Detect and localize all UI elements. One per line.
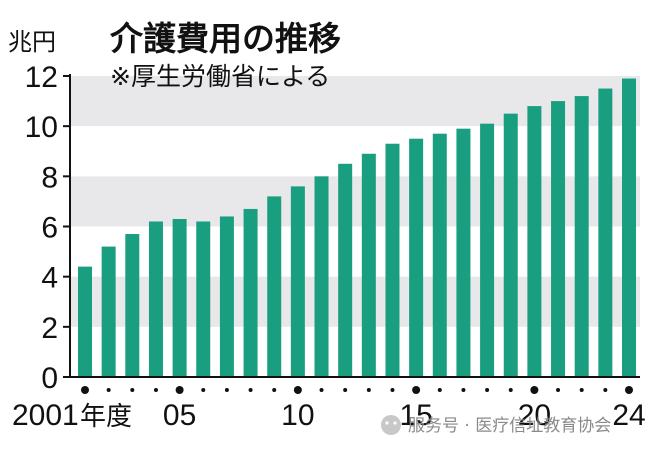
x-tick-label: 10: [281, 399, 314, 432]
bar-2017: [456, 128, 471, 377]
x-tick-dot: [293, 386, 302, 394]
grid-band: [70, 76, 640, 127]
watermark: 服务号 · 医疗信址教育协会: [381, 415, 611, 436]
chart-title: 介護費用の推移: [110, 19, 341, 58]
x-tick-dot: [224, 388, 229, 392]
x-tick-dot: [153, 388, 158, 392]
bar-2010: [290, 186, 305, 377]
x-tick-dot: [272, 388, 277, 392]
y-tick-label: 6: [41, 212, 58, 245]
bar-2001: [78, 266, 92, 377]
bar-2013: [361, 153, 376, 377]
x-tick-dot: [248, 388, 253, 392]
y-tick-label: 10: [25, 111, 58, 144]
wechat-logo-icon: [381, 415, 401, 435]
bar-2020: [527, 106, 542, 377]
y-tick-label: 2: [41, 312, 58, 345]
x-tick-dot: [625, 386, 633, 394]
x-tick-label: 15: [399, 399, 432, 432]
x-tick-label: 2001: [12, 399, 79, 432]
x-tick-label: 05: [163, 399, 196, 432]
wechat-logo-eye-left: [385, 421, 389, 425]
y-tick-label: 0: [41, 362, 58, 395]
x-tick-dot: [530, 386, 539, 394]
x-tick-dot: [175, 386, 184, 394]
bar-2008: [243, 208, 258, 377]
background-bands: [70, 76, 640, 327]
bar-2015: [409, 138, 424, 377]
y-tick-label: 8: [41, 161, 58, 194]
bar-2007: [219, 216, 234, 377]
x-tick-dot: [390, 388, 395, 392]
bar-2023: [598, 88, 613, 377]
x-tick-dot: [461, 388, 466, 392]
x-tick-labels: 2001 年度 05 10 15 20 24: [12, 386, 646, 432]
wechat-logo-eye-right: [393, 421, 397, 425]
y-tick-label: 12: [25, 61, 58, 94]
watermark-text: 服务号 · 医疗信址教育协会: [408, 416, 611, 436]
x-tick-dot: [130, 388, 135, 392]
x-tick-dot: [579, 388, 584, 392]
bar-2018: [480, 123, 495, 377]
x-tick-dot: [508, 388, 513, 392]
grid-band: [70, 276, 640, 327]
bars-group: [78, 78, 636, 378]
bar-2002: [101, 246, 116, 377]
x-tick-dot: [366, 388, 371, 392]
y-axis-unit-label: 兆円: [8, 28, 56, 56]
bar-2006: [196, 221, 211, 377]
x-tick-dot: [201, 388, 206, 392]
bar-2022: [574, 96, 589, 377]
x-tick-dot: [437, 388, 442, 392]
bar-2012: [338, 163, 353, 377]
x-tick-label-suffix: 年度: [80, 402, 132, 432]
x-tick-dot: [106, 388, 111, 392]
bar-2011: [314, 176, 329, 377]
y-tick-labels: 0 2 4 6 8 10 12: [25, 61, 70, 395]
bar-2014: [385, 143, 400, 377]
y-tick-label: 4: [41, 262, 58, 295]
x-tick-dot: [319, 388, 324, 392]
bar-2024: [622, 78, 636, 377]
x-tick-label: 24: [612, 399, 645, 432]
bar-2019: [503, 113, 518, 378]
grid-band: [70, 176, 640, 227]
x-tick-dot: [412, 386, 421, 394]
x-tick-label: 20: [518, 399, 551, 432]
bar-2003: [125, 234, 140, 377]
bar-2005: [172, 218, 187, 377]
chart-subtitle: ※厚生労働省による: [110, 62, 330, 91]
bar-2016: [432, 133, 447, 377]
x-tick-dot: [485, 388, 490, 392]
x-tick-dot: [343, 388, 348, 392]
bar-2009: [267, 196, 282, 377]
x-tick-dot: [603, 388, 608, 392]
bar-2004: [148, 221, 163, 377]
x-tick-dot: [81, 386, 89, 394]
bar-2021: [551, 101, 566, 377]
x-tick-dot: [556, 388, 561, 392]
